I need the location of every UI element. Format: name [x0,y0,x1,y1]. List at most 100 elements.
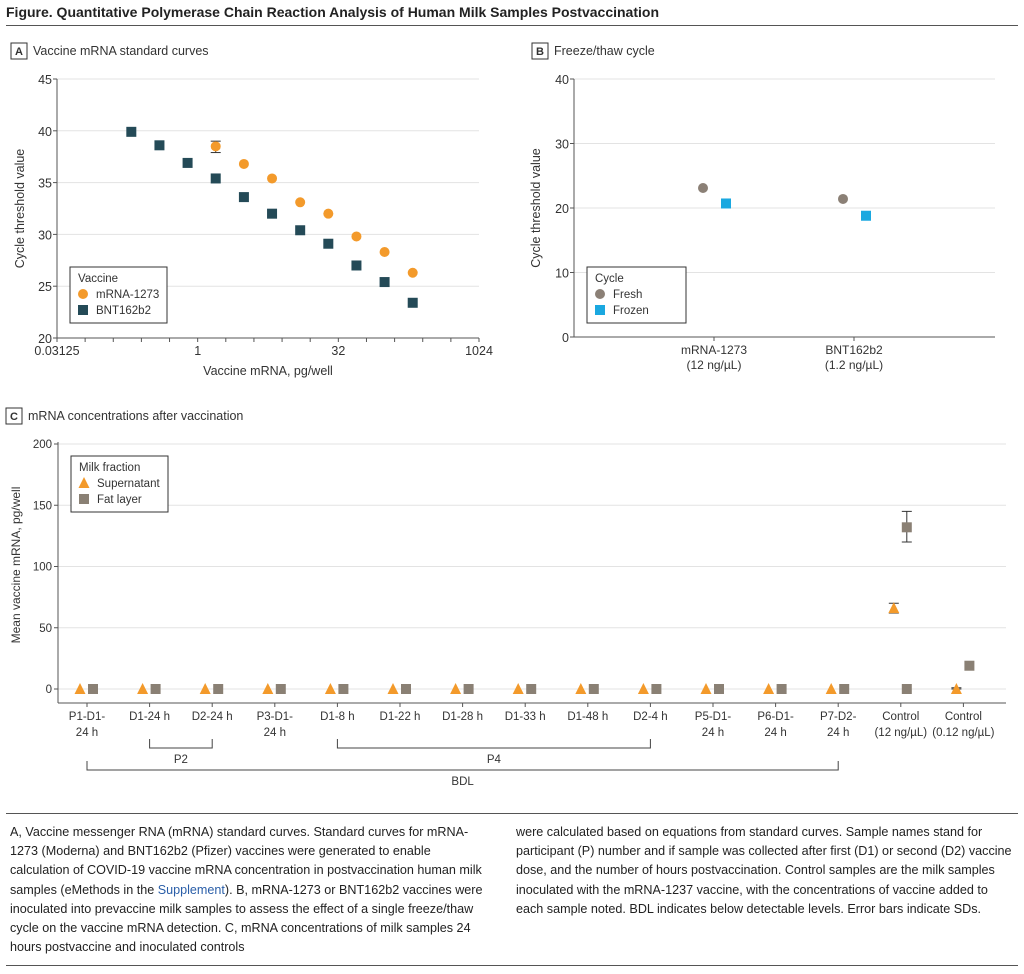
panel-label-box [5,407,23,425]
point-BNT162b2 [182,157,193,168]
legend-marker-square [595,305,605,315]
divider [6,965,1018,966]
point-mRNA-1273 [238,158,249,169]
bracket-P4 [336,739,651,749]
point-Fat layer [526,684,537,694]
bracket-label: P2 [174,754,188,766]
panel-letter: C [10,411,18,423]
legend-label: BNT162b2 [96,305,151,317]
point-Supernatant [324,683,336,694]
legend-marker-triangle [78,477,90,488]
legend-marker-circle [78,289,88,299]
y-tick-label: 20 [555,202,569,216]
x-tick-label: 24 h [764,727,786,739]
x-tick-label: D2-24 h [192,711,233,723]
point-BNT162b2 [238,192,249,203]
panel-letter: B [536,46,544,58]
y-tick-label: 30 [555,138,569,152]
legend-title: Vaccine [78,273,118,285]
x-tick-label: 24 h [702,727,724,739]
supplement-link[interactable]: Supplement [157,882,225,897]
x-tick-label: Control [945,711,982,723]
point-Fat layer [964,660,975,671]
y-tick-label: 200 [33,439,52,451]
panel-label-box [10,42,28,60]
panel-title: mRNA concentrations after vaccination [28,409,243,423]
point-BNT162b2 [351,260,362,271]
point-Supernatant [512,683,524,694]
x-tick-label: 1 [194,344,201,358]
point-Fat layer [213,684,224,694]
y-axis-label: Cycle threshold value [529,148,543,268]
point-Supernatant [700,683,712,694]
bracket-P2 [149,739,213,749]
bracket-label: P4 [487,754,502,766]
legend-title: Cycle [595,273,624,285]
x-tick-label: 0.03125 [34,344,79,358]
x-tick-label: D2-4 h [633,711,668,723]
x-tick-label: 24 h [76,727,98,739]
point-Fat layer [588,684,599,694]
y-tick-label: 10 [555,267,569,281]
legend-label: mRNA-1273 [96,289,159,301]
point-Supernatant [575,683,587,694]
x-tick-label: 24 h [827,727,849,739]
point-BNT162b2 [323,238,334,249]
point-Fat layer [275,684,286,694]
point-Fat layer [338,684,349,694]
x-tick-label: mRNA-1273 [681,343,747,357]
point-BNT162b2 [379,277,390,288]
legend-label: Frozen [613,305,649,317]
point-Supernatant [450,683,462,694]
caption-left: A, Vaccine messenger RNA (mRNA) standard… [10,823,492,957]
x-tick-label: 24 h [264,727,286,739]
point-Supernatant [825,683,837,694]
y-axis-label: Cycle threshold value [13,149,27,269]
x-tick-label: D1-48 h [567,711,608,723]
legend-label: Supernatant [97,478,160,490]
x-tick-label: D1-33 h [505,711,546,723]
x-tick-label: (12 ng/µL) [874,727,927,739]
bracket-BDL [86,761,839,771]
y-tick-label: 100 [33,562,52,574]
point-Fat layer [839,684,850,694]
divider [6,813,1018,814]
x-tick-label: 1024 [465,344,493,358]
point-Frozen [861,210,871,221]
y-tick-label: 35 [38,177,52,191]
x-tick-label: D1-24 h [129,711,170,723]
point-mRNA-1273 [295,197,306,208]
point-Fat layer [651,684,662,694]
y-tick-label: 45 [38,73,52,87]
x-tick-label: (1.2 ng/µL) [825,358,883,372]
point-Frozen [721,198,731,209]
x-tick-label: D1-22 h [380,711,421,723]
point-BNT162b2 [267,208,278,219]
point-Fat layer [714,684,724,694]
legend-marker-square [78,305,88,315]
y-tick-label: 0 [562,331,569,345]
x-tick-label: D1-28 h [442,711,483,723]
point-Supernatant [637,683,649,694]
panel-letter: A [15,46,23,58]
caption-text: A, Vaccine messenger RNA (mRNA) standard… [10,825,482,897]
y-tick-label: 0 [46,684,52,696]
point-mRNA-1273 [323,208,334,219]
x-tick-label: P7-D2- [820,711,857,723]
y-tick-label: 25 [38,280,52,294]
panel-label-box [531,42,549,60]
point-mRNA-1273 [210,141,221,152]
x-tick-label: D1-8 h [320,711,355,723]
point-Fat layer [901,684,912,694]
divider [6,25,1018,26]
y-tick-label: 50 [39,623,52,635]
point-BNT162b2 [295,225,306,236]
point-Supernatant [74,683,86,694]
point-mRNA-1273 [407,267,418,278]
x-tick-label: Control [882,711,919,723]
point-Fat layer [401,684,411,694]
x-tick-label: P3-D1- [257,711,294,723]
point-Supernatant [888,602,900,614]
